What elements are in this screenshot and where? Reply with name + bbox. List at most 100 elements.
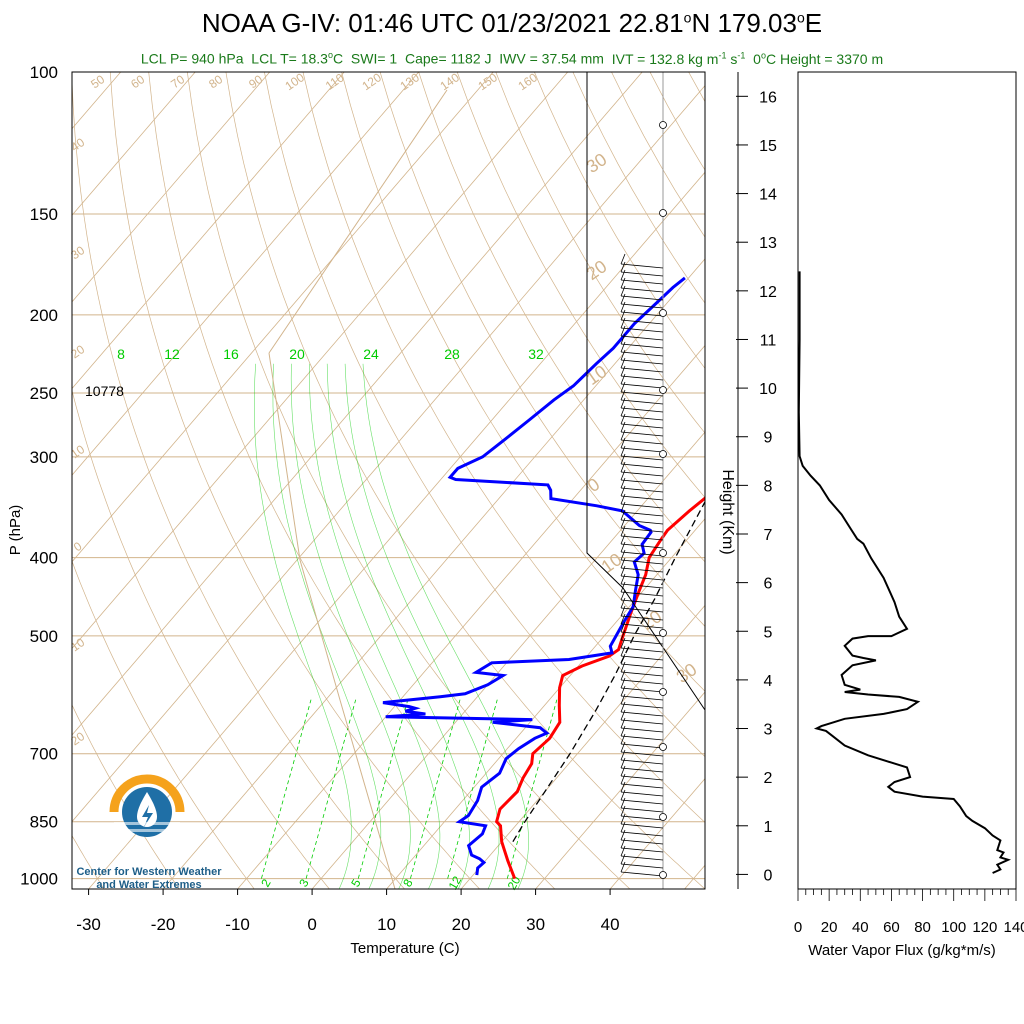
flux-tick-label: 40 <box>852 919 869 936</box>
wind-barb-flag <box>620 813 626 825</box>
skewt-traces <box>382 276 705 880</box>
wind-barb <box>620 799 664 805</box>
wind-barb <box>620 591 664 597</box>
wind-barb <box>620 495 664 501</box>
wind-barb <box>620 431 664 437</box>
temperature-trace <box>494 496 705 880</box>
height-tick-label: 5 <box>764 624 773 641</box>
barb-marker-circle <box>659 743 667 751</box>
mixing-ratio-line <box>305 699 357 879</box>
wind-barb <box>620 543 664 549</box>
wind-barb-flag <box>620 333 626 345</box>
isotherm-line <box>72 72 569 650</box>
pressure-tick-label: 400 <box>30 549 58 568</box>
chart-title: NOAA G-IV: 01:46 UTC 01/23/2021 22.81oN … <box>201 8 823 38</box>
temp-tick-label: 20 <box>452 915 471 934</box>
isotherm-labels: 50 60 70 80 90 100 110 120 130 140 150 160403020100… <box>68 70 700 748</box>
mixing-ratio-line <box>410 699 461 879</box>
isotherm-line <box>72 72 196 216</box>
barb-marker-circle <box>659 549 667 557</box>
logo-text-line2: and Water Extremes <box>96 879 202 891</box>
temp-tick-label: 30 <box>526 915 545 934</box>
cw3e-logo <box>109 774 185 837</box>
height-tick-label: 11 <box>760 332 777 349</box>
wind-barb <box>620 831 664 837</box>
wind-barb <box>620 871 664 877</box>
flux-tick-label: 100 <box>941 919 966 936</box>
wind-barb <box>620 855 664 861</box>
wind-barb-flag <box>620 469 626 481</box>
pressure-tick-label: 500 <box>30 627 58 646</box>
skewt-axes: 107781001502002503004005007008501000-30-… <box>7 63 620 957</box>
isotherm-line <box>72 72 420 476</box>
wind-barb <box>620 847 664 853</box>
isotherm-label: 60 <box>128 72 147 91</box>
ivt-value: IVT = 132.8 kg m-1 s-1 <box>611 50 746 67</box>
wind-barb-flag <box>620 541 626 553</box>
wind-barb-flag <box>620 645 626 657</box>
wind-barb <box>620 863 664 869</box>
isotherm-line <box>72 72 494 563</box>
wind-barb <box>620 703 664 709</box>
wind-barb <box>620 655 664 661</box>
isotherm-line <box>72 72 271 303</box>
isotherm-label: 90 <box>246 72 265 91</box>
wind-barb <box>620 343 664 349</box>
wind-barb-flag <box>620 845 626 857</box>
hodograph-edge <box>586 72 706 711</box>
moist-adiabat-line <box>308 363 441 889</box>
wind-barb-flag <box>620 557 626 569</box>
reference-line <box>268 89 448 354</box>
dry-adiabat-line <box>72 834 105 889</box>
height-tick-label: 16 <box>759 89 777 106</box>
wind-barb <box>620 791 664 797</box>
wind-barb-flag <box>620 301 626 313</box>
isotherm-line <box>72 72 643 736</box>
wind-barb-column <box>586 72 706 889</box>
wind-barb <box>620 559 664 565</box>
dry-adiabat-line <box>302 72 705 758</box>
isotherm-line <box>72 72 345 390</box>
wind-barb-flag <box>620 805 626 817</box>
pressure-tick-label: 150 <box>30 205 58 224</box>
temp-tick-label: -10 <box>225 915 250 934</box>
wind-barb-flag <box>620 669 626 681</box>
dry-adiabat-line <box>72 560 255 889</box>
wind-barb <box>620 263 664 269</box>
wind-barb-flag <box>620 277 626 289</box>
wind-barb <box>620 783 664 789</box>
iwv-value: IWV = 37.54 mm <box>499 50 604 67</box>
wind-barb-flag <box>620 413 626 425</box>
wind-barb <box>620 639 664 645</box>
mixing-ratio-label: 8 <box>117 346 125 362</box>
wind-barb <box>620 815 664 821</box>
wind-barb-flag <box>620 661 626 673</box>
wind-barb <box>620 423 664 429</box>
logo-bolt-icon <box>142 805 153 827</box>
dry-adiabat-line <box>379 72 705 627</box>
wind-barb <box>620 295 664 301</box>
wind-barb-flag <box>620 285 626 297</box>
moist-adiabat-line <box>362 363 529 889</box>
height-tick-label: 9 <box>764 430 773 447</box>
wind-barb <box>620 599 664 605</box>
wind-barb <box>620 615 664 621</box>
wind-barb-flag <box>620 381 626 393</box>
mixing-ratio-label: 12 <box>446 873 465 892</box>
wind-barb-flag <box>620 421 626 433</box>
wind-barb <box>620 647 664 653</box>
isotherm-line <box>386 518 705 889</box>
wind-barb-flag <box>620 269 626 281</box>
dry-adiabat-line <box>418 72 705 563</box>
wind-barb <box>620 327 664 333</box>
wind-barb <box>620 399 664 405</box>
temp-tick-label: -20 <box>151 915 176 934</box>
barb-marker-circle <box>659 121 667 129</box>
wind-barb <box>620 751 664 757</box>
wind-barb <box>620 631 664 637</box>
wind-barb <box>620 415 664 421</box>
wind-barb <box>620 607 664 613</box>
wind-barb <box>620 487 664 493</box>
wind-barb-flag <box>620 261 626 273</box>
dry-adiabat-line <box>109 72 480 889</box>
